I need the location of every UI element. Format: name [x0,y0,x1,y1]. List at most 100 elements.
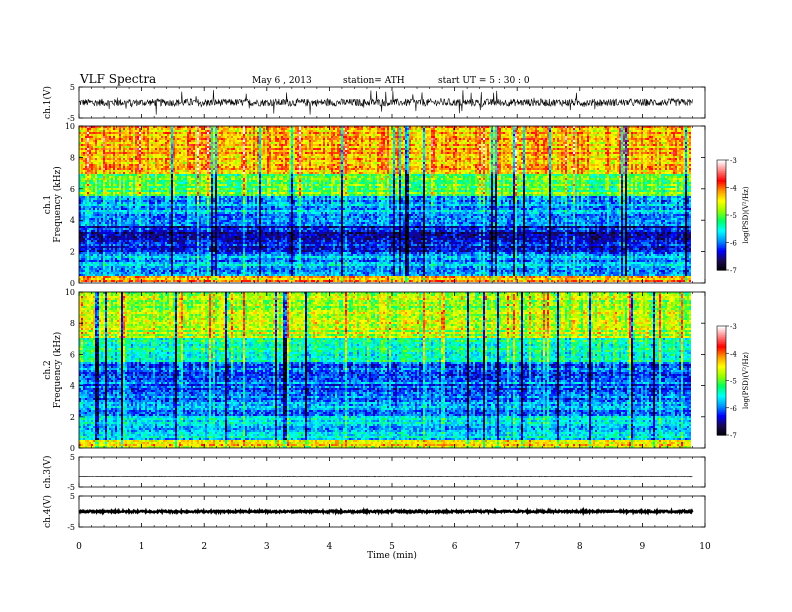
spectrogram-cell [101,142,103,144]
spectrogram-cell [403,142,405,144]
spectrogram-cell [541,130,543,132]
spectrogram-cell [679,130,681,132]
spectrogram-cell [225,144,227,146]
spectrogram-cell [533,128,535,130]
spectrogram-cell [621,140,623,142]
spectrogram-cell [449,140,451,142]
spectrogram-cell [491,130,493,132]
spectrogram-cell [581,128,583,130]
spectrogram-cell [285,142,287,144]
spectrogram-cell [653,138,655,140]
spectrogram-cell [643,138,645,140]
spectrogram-cell [109,146,111,148]
spectrogram-cell [631,128,633,130]
spectrogram-cell [501,136,503,138]
spectrogram-cell [287,148,289,150]
spectrogram-cell [87,142,89,144]
spectrogram-cell [135,140,137,142]
spectrogram-cell [437,134,439,136]
spectrogram-cell [517,142,519,144]
spectrogram-cell [371,140,373,142]
spectrogram-cell [591,146,593,148]
spectrogram-cell [541,134,543,136]
spectrogram-cell [631,134,633,136]
spectrogram-cell [429,132,431,134]
spectrogram-cell [543,146,545,148]
spectrogram-cell [187,144,189,146]
spectrogram-cell [123,132,125,134]
spectrogram-cell [469,128,471,130]
spectrogram-cell [473,132,475,134]
spectrogram-cell [681,140,683,142]
spectrogram-cell [533,146,535,148]
spectrogram-cell [321,134,323,136]
spectrogram-cell [341,142,343,144]
spectrogram-cell [95,136,97,138]
spectrogram-cell [209,148,211,150]
spectrogram-cell [241,138,243,140]
spectrogram-cell [97,136,99,138]
spectrogram-cell [81,136,83,138]
spectrogram-cell [99,128,101,130]
spectrogram-cell [309,148,311,150]
spectrogram-cell [237,132,239,134]
spectrogram-cell [107,132,109,134]
spectrogram-cell [577,142,579,144]
spectrogram-cell [539,140,541,142]
spectrogram-cell [535,128,537,130]
spectrogram-cell [637,136,639,138]
spectrogram-cell [475,134,477,136]
spectrogram-cell [667,138,669,140]
spectrogram-cell [435,136,437,138]
spectrogram-cell [289,136,291,138]
spectrogram-cell [447,138,449,140]
spectrogram-cell [295,144,297,146]
spectrogram-cell [465,134,467,136]
spectrogram-cell [233,132,235,134]
spectrogram-cell [129,130,131,132]
spectrogram-cell [355,130,357,132]
spectrogram-cell [421,142,423,144]
spectrogram-cell [217,132,219,134]
spectrogram-cell [559,144,561,146]
spectrogram-cell [445,142,447,144]
spectrogram-cell [643,144,645,146]
spectrogram-cell [387,128,389,130]
spectrogram-cell [375,136,377,138]
spectrogram-cell [571,138,573,140]
spectrogram-cell [285,136,287,138]
spectrogram-cell [273,132,275,134]
spectrogram-cell [523,142,525,144]
spectrogram-cell [491,138,493,140]
spectrogram-cell [563,136,565,138]
spectrogram-cell [333,140,335,142]
spectrogram-cell [275,134,277,136]
spectrogram-cell [615,138,617,140]
spectrogram-cell [101,146,103,148]
spectrogram-cell [419,146,421,148]
spectrogram-cell [495,146,497,148]
spectrogram-cell [395,132,397,134]
spectrogram-cell [123,128,125,130]
spectrogram-cell [529,138,531,140]
spectrogram-cell [465,128,467,130]
spectrogram-cell [85,142,87,144]
spectrogram-cell [313,140,315,142]
spectrogram-cell [385,144,387,146]
spectrogram-cell [293,144,295,146]
spectrogram-cell [633,128,635,130]
spectrogram-cell [209,138,211,140]
spectrogram-cell [363,142,365,144]
spectrogram-cell [527,140,529,142]
spectrogram-cell [287,128,289,130]
spectrogram-cell [197,134,199,136]
spectrogram-cell [85,136,87,138]
spectrogram-cell [203,138,205,140]
spectrogram-cell [115,148,117,150]
spectrogram-cell [101,140,103,142]
spectrogram-cell [369,146,371,148]
spectrogram-cell [411,142,413,144]
spectrogram-cell [115,144,117,146]
spectrogram-cell [479,146,481,148]
spectrogram-cell [219,132,221,134]
